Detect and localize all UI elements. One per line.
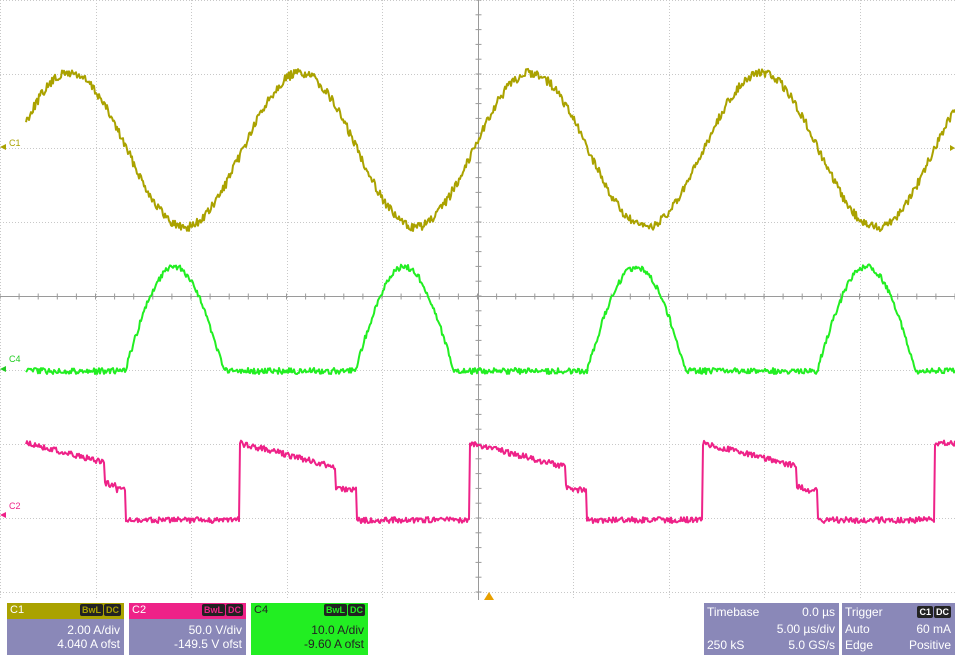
trigger-type: Edge	[845, 638, 874, 652]
channel-name: C2	[132, 604, 147, 616]
channel-scale: 50.0 V/div	[188, 623, 242, 637]
c2-trace	[25, 439, 955, 524]
trigger-position-marker[interactable]	[484, 592, 494, 600]
c4-trace	[25, 263, 955, 375]
c1-trace	[25, 67, 955, 233]
trigger-slope: Positive	[908, 638, 951, 652]
c2-trace-label: C2	[9, 501, 21, 511]
sample-rate: 5.0 GS/s	[788, 638, 835, 652]
timebase-delay: 0.0 µs	[802, 605, 835, 619]
trigger-level: 60 mA	[916, 622, 951, 636]
c1-level-marker-right[interactable]	[950, 145, 955, 151]
c4-offset-marker[interactable]	[0, 366, 6, 372]
timebase-box[interactable]: Timebase 0.0 µs 5.00 µs/div 250 kS 5.0 G…	[704, 603, 839, 655]
channel-offset: -9.60 A ofst	[303, 637, 364, 651]
timebase-label: Timebase	[707, 605, 760, 619]
trigger-source-badge: C1	[917, 606, 933, 618]
bw-limit-badge: BwL	[202, 604, 225, 616]
sample-count: 250 kS	[707, 638, 745, 652]
c1-offset-marker[interactable]	[0, 144, 6, 150]
coupling-badge: DC	[348, 604, 365, 616]
traces	[25, 67, 955, 524]
channel-scale: 10.0 A/div	[311, 623, 364, 637]
timebase-per-div: 5.00 µs/div	[776, 622, 835, 636]
graticule	[0, 0, 955, 600]
channel-scale: 2.00 A/div	[67, 623, 120, 637]
trigger-coupling-badge: DC	[934, 606, 951, 618]
channel-c4-box[interactable]: C4 BwL DC 10.0 A/div -9.60 A ofst	[251, 603, 368, 655]
channel-c1-box[interactable]: C1 BwL DC 2.00 A/div 4.040 A ofst	[7, 603, 124, 655]
trigger-box[interactable]: Trigger C1 DC Auto 60 mA Edge Positive	[842, 603, 955, 655]
c2-offset-marker[interactable]	[0, 512, 6, 518]
bw-limit-badge: BwL	[80, 604, 103, 616]
c4-trace-label: C4	[9, 354, 21, 364]
c1-trace-label: C1	[9, 138, 21, 148]
channel-offset: -149.5 V ofst	[173, 637, 242, 651]
channel-name: C1	[10, 604, 25, 616]
coupling-badge: DC	[104, 604, 121, 616]
bw-limit-badge: BwL	[324, 604, 347, 616]
channel-offset: 4.040 A ofst	[57, 637, 120, 651]
trigger-mode: Auto	[845, 622, 870, 636]
coupling-badge: DC	[226, 604, 243, 616]
waveform-display[interactable]: C1 C4 C2	[0, 0, 955, 600]
channel-name: C4	[254, 604, 269, 616]
channel-c2-box[interactable]: C2 BwL DC 50.0 V/div -149.5 V ofst	[129, 603, 246, 655]
trigger-label: Trigger	[845, 605, 883, 619]
